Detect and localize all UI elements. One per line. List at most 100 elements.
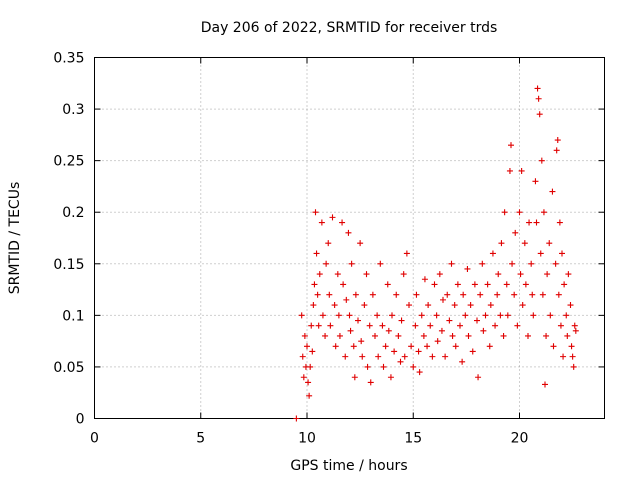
data-point	[314, 291, 321, 298]
data-point	[487, 302, 494, 309]
y-tick-label: 0.05	[53, 360, 84, 376]
data-point	[424, 343, 431, 350]
data-point	[543, 332, 550, 339]
data-point	[363, 271, 370, 278]
data-point	[325, 240, 332, 247]
data-point	[540, 209, 547, 216]
data-point	[312, 209, 319, 216]
data-point	[479, 260, 486, 267]
y-tick-label: 0.25	[53, 154, 84, 170]
data-point	[334, 271, 341, 278]
data-point	[358, 338, 365, 345]
data-point	[544, 271, 551, 278]
data-point	[427, 322, 434, 329]
data-point	[293, 415, 300, 422]
data-point	[327, 322, 334, 329]
data-point	[408, 343, 415, 350]
data-point	[475, 374, 482, 381]
data-point	[504, 312, 511, 319]
data-point	[452, 343, 459, 350]
data-point	[444, 291, 451, 298]
data-point	[501, 209, 508, 216]
data-point	[335, 312, 342, 319]
data-point	[319, 312, 326, 319]
data-point	[572, 327, 579, 334]
data-point	[555, 291, 562, 298]
data-point	[340, 281, 347, 288]
data-point	[410, 363, 417, 370]
data-point	[482, 312, 489, 319]
data-point	[486, 343, 493, 350]
data-point	[438, 327, 445, 334]
data-point	[351, 374, 358, 381]
data-point	[367, 379, 374, 386]
data-point	[449, 332, 456, 339]
data-point	[387, 374, 394, 381]
data-point	[498, 240, 505, 247]
data-point	[571, 322, 578, 329]
data-point	[528, 260, 535, 267]
data-point	[561, 281, 568, 288]
data-point	[397, 358, 404, 365]
data-point	[492, 322, 499, 329]
data-point	[525, 332, 531, 339]
data-point	[369, 291, 376, 298]
y-tick-label: 0.1	[62, 308, 84, 324]
data-point	[536, 111, 543, 118]
data-point	[412, 322, 419, 329]
y-axis-label: SRMTID / TECUs	[7, 182, 23, 295]
data-point	[518, 167, 525, 174]
data-point	[559, 250, 565, 257]
data-point	[442, 353, 449, 360]
data-point	[343, 296, 350, 303]
data-point	[401, 353, 408, 360]
data-point	[529, 291, 536, 298]
data-point	[326, 291, 333, 298]
data-point	[521, 240, 528, 247]
data-point	[385, 327, 392, 334]
data-point	[530, 312, 537, 319]
data-point	[484, 281, 491, 288]
data-point	[460, 291, 467, 298]
data-point	[416, 369, 423, 376]
data-point	[406, 302, 412, 309]
x-tick-label: 20	[511, 431, 529, 447]
data-point	[384, 281, 391, 288]
data-point	[480, 327, 487, 334]
data-point	[348, 260, 355, 267]
data-point	[361, 302, 368, 309]
data-point	[357, 240, 364, 247]
data-point	[506, 167, 513, 174]
data-point	[350, 343, 357, 350]
data-point	[547, 312, 554, 319]
data-point	[400, 271, 407, 278]
data-point	[451, 302, 458, 309]
x-tick-label: 5	[196, 431, 205, 447]
data-point	[570, 363, 577, 370]
data-point	[516, 209, 523, 216]
data-point	[299, 353, 306, 360]
data-point	[306, 392, 313, 399]
data-point	[517, 271, 524, 278]
data-point	[304, 343, 310, 350]
data-point	[477, 291, 484, 298]
data-point	[374, 312, 381, 319]
data-point	[382, 343, 389, 350]
data-point	[462, 312, 469, 319]
y-tick-label: 0.3	[62, 102, 84, 118]
data-point	[418, 312, 425, 319]
data-point	[415, 348, 422, 355]
data-point	[379, 322, 386, 329]
x-tick-label: 15	[404, 431, 422, 447]
data-point	[509, 260, 516, 267]
data-point	[508, 142, 514, 149]
data-point	[532, 178, 539, 185]
plot-frame	[94, 57, 605, 419]
data-point	[500, 332, 507, 339]
data-point	[316, 271, 323, 278]
data-point	[440, 296, 446, 303]
data-point	[549, 188, 556, 195]
data-point	[377, 260, 384, 267]
y-tick-label: 0.35	[53, 51, 84, 67]
data-point	[436, 271, 443, 278]
